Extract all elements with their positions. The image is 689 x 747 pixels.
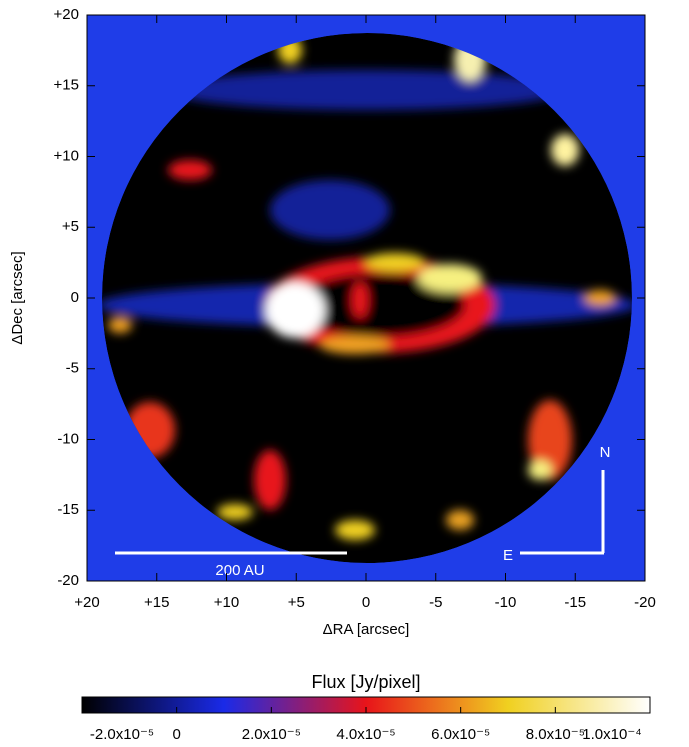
y-tick-label: +5 xyxy=(62,218,79,235)
y-tick-label: -20 xyxy=(57,572,79,589)
y-tick-label: 0 xyxy=(71,289,79,306)
east-label: E xyxy=(503,547,513,564)
x-tick-label: -20 xyxy=(634,594,656,611)
y-tick-label: +10 xyxy=(54,147,79,164)
x-tick-label: 0 xyxy=(362,594,370,611)
x-tick-label: -5 xyxy=(429,594,442,611)
north-label: N xyxy=(600,444,611,461)
y-tick-label: +15 xyxy=(54,77,79,94)
y-tick-label: -10 xyxy=(57,430,79,447)
colorbar-tick-label: 2.0x10⁻⁵ xyxy=(242,726,301,743)
image-disk xyxy=(102,33,632,563)
colorbar-tick-label: 1.0x10⁻⁴ xyxy=(582,726,641,743)
colorbar-tick-label: -2.0x10⁻⁵ xyxy=(90,726,154,743)
x-tick-label: +10 xyxy=(214,594,239,611)
colorbar-tick-label: 8.0x10⁻⁵ xyxy=(526,726,585,743)
x-tick-label: +5 xyxy=(288,594,305,611)
scale-label: 200 AU xyxy=(215,562,264,579)
colorbar-tick-label: 4.0x10⁻⁵ xyxy=(336,726,395,743)
y-tick-label: +20 xyxy=(54,6,79,23)
x-tick-label: -15 xyxy=(564,594,586,611)
x-tick-label: +15 xyxy=(144,594,169,611)
y-tick-label: -5 xyxy=(66,360,79,377)
x-tick-label: -10 xyxy=(495,594,517,611)
y-axis-label: ΔDec [arcsec] xyxy=(9,251,26,344)
colorbar-tick-label: 0 xyxy=(172,726,180,743)
x-axis-label: ΔRA [arcsec] xyxy=(323,621,410,638)
x-tick-label: +20 xyxy=(74,594,99,611)
colorbar-label: Flux [Jy/pixel] xyxy=(311,672,420,692)
colorbar-tick-label: 6.0x10⁻⁵ xyxy=(431,726,490,743)
y-tick-label: -15 xyxy=(57,501,79,518)
